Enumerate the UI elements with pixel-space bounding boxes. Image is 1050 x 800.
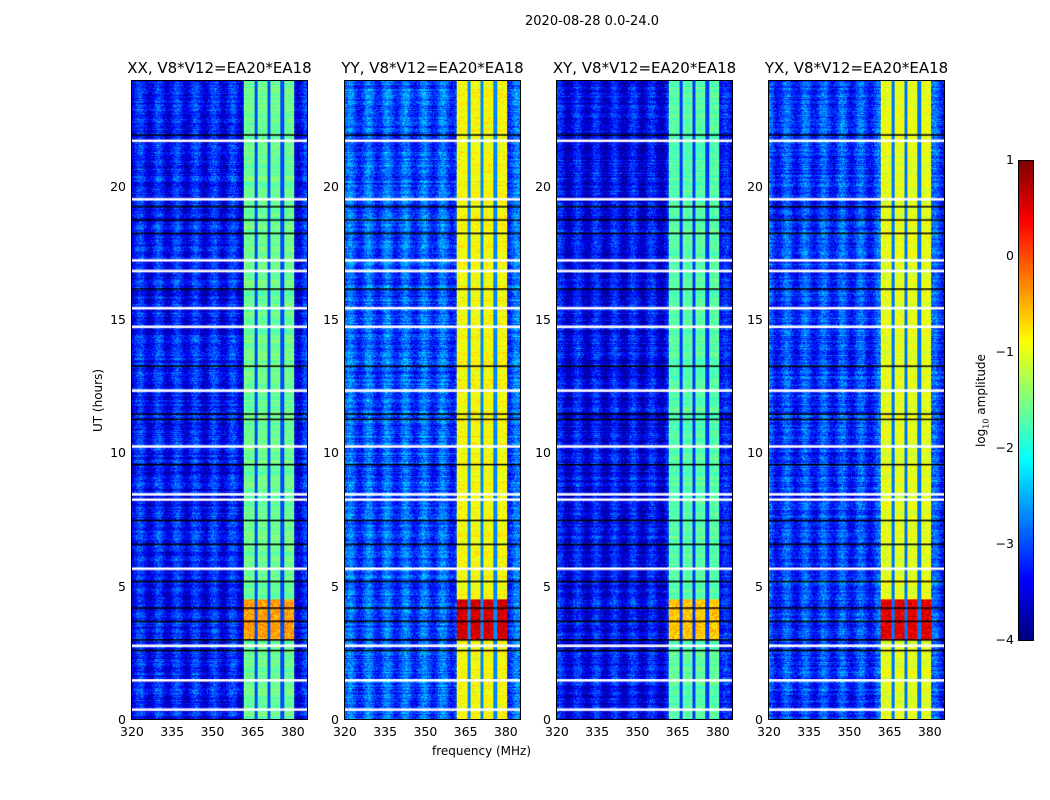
y-tick-label: 15 [535,312,551,327]
y-tick-label: 10 [747,445,763,461]
colorbar-tick-label: −4 [995,632,1014,647]
y-tick-label: 10 [323,445,339,461]
y-tick-label: 20 [535,178,551,194]
y-tick-label: 0 [118,712,126,727]
x-tick-label: 380 [917,724,942,739]
y-tick-label: 0 [755,712,763,727]
colorbar-tick-label: 0 [1006,248,1014,263]
x-tick-label: 380 [705,724,730,739]
y-tick-label: 20 [323,178,339,194]
panel-title: XX, V8*V12=EA20*EA18 [127,59,312,77]
colorbar-tick-label: −2 [995,440,1014,455]
y-tick-label: 0 [543,712,551,727]
y-tick-label: 15 [110,312,126,327]
x-axis-label: frequency (MHz) [432,744,532,758]
colorbar-tick-label: −1 [995,344,1014,359]
x-tick-label: 335 [160,724,185,739]
y-tick-label: 0 [331,712,339,727]
colorbar-label: log10 amplitude [974,354,991,447]
y-axis-label: UT (hours) [91,368,105,432]
heatmap-panel [768,80,945,720]
panel-title: XY, V8*V12=EA20*EA18 [552,59,737,77]
x-tick-label: 365 [665,724,690,739]
panel-title: YX, V8*V12=EA20*EA18 [764,59,949,77]
y-tick-label: 5 [543,578,551,594]
x-tick-label: 365 [453,724,478,739]
x-tick-label: 380 [280,724,305,739]
y-tick-label: 20 [747,178,763,194]
suptitle: 2020-08-28 0.0-24.0 [525,14,659,29]
colorbar-tick-label: −3 [995,536,1014,551]
x-tick-label: 380 [493,724,518,739]
y-tick-label: 15 [747,312,763,327]
colorbar [1018,160,1034,641]
x-tick-label: 335 [585,724,610,739]
x-tick-label: 350 [625,724,650,739]
heatmap-panel [131,80,308,720]
x-tick-label: 365 [877,724,902,739]
y-tick-label: 5 [755,578,763,594]
y-tick-label: 5 [118,578,126,594]
x-tick-label: 365 [240,724,265,739]
y-tick-label: 10 [535,445,551,461]
x-tick-label: 320 [333,724,357,739]
y-tick-label: 10 [110,445,126,461]
y-tick-label: 5 [331,578,339,594]
x-tick-label: 335 [797,724,822,739]
heatmap-panel [556,80,733,720]
x-tick-label: 320 [120,724,144,739]
y-tick-label: 15 [323,312,339,327]
x-tick-label: 320 [545,724,569,739]
x-tick-label: 335 [373,724,398,739]
panel-title: YY, V8*V12=EA20*EA18 [341,59,524,77]
heatmap-panel [344,80,521,720]
x-tick-label: 320 [757,724,781,739]
colorbar-tick-label: 1 [1006,152,1014,167]
y-tick-label: 20 [110,178,126,194]
x-tick-label: 350 [837,724,862,739]
x-tick-label: 350 [200,724,225,739]
x-tick-label: 350 [413,724,438,739]
